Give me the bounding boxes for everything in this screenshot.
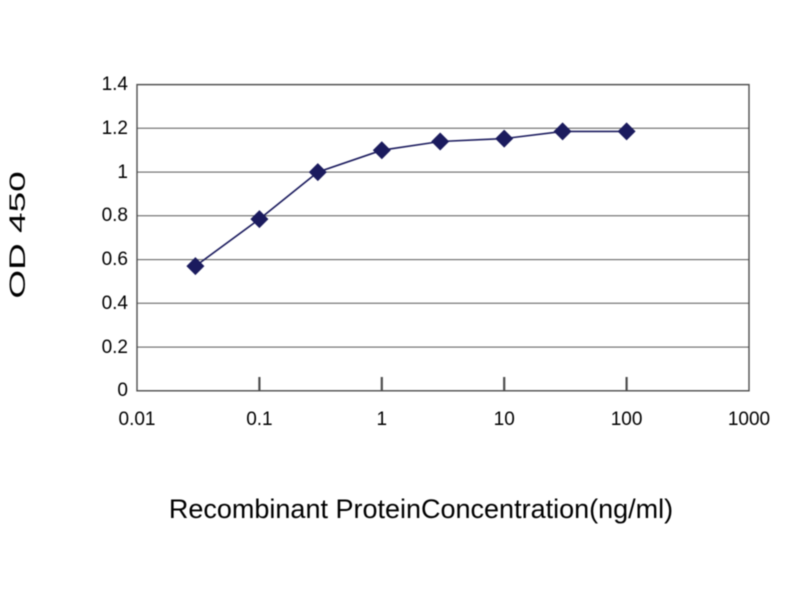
- svg-text:OD 450: OD 450: [5, 171, 30, 298]
- svg-text:100: 100: [611, 409, 643, 430]
- svg-text:1: 1: [117, 162, 128, 183]
- svg-text:1.2: 1.2: [102, 118, 128, 139]
- svg-text:Recombinant ProteinConcentrati: Recombinant ProteinConcentration(ng/ml): [169, 494, 673, 524]
- svg-text:0.01: 0.01: [119, 409, 156, 430]
- svg-text:0.8: 0.8: [102, 205, 128, 226]
- svg-text:0.4: 0.4: [102, 293, 129, 314]
- svg-text:0.1: 0.1: [246, 409, 272, 430]
- svg-text:1000: 1000: [728, 409, 770, 430]
- svg-text:1.4: 1.4: [102, 74, 129, 95]
- svg-text:0: 0: [117, 380, 128, 401]
- svg-text:1: 1: [377, 409, 388, 430]
- svg-text:0.6: 0.6: [102, 249, 128, 270]
- svg-text:0.2: 0.2: [102, 337, 128, 358]
- svg-text:10: 10: [494, 409, 515, 430]
